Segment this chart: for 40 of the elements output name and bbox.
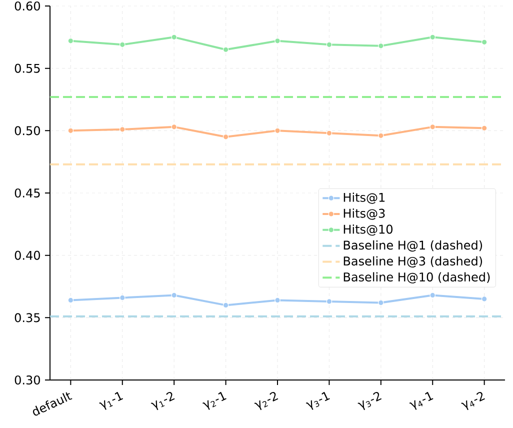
x-tick-label: γ$_{4}$-2	[461, 392, 485, 410]
point	[378, 132, 384, 139]
legend-label: Hits@1	[344, 192, 385, 204]
x-tick-label: γ$_{2}$-1	[202, 392, 226, 410]
y-tick-label: 0.35	[14, 313, 40, 322]
legend-label: Hits@3	[344, 208, 385, 220]
point	[119, 126, 126, 132]
point	[378, 42, 384, 49]
point	[222, 302, 229, 308]
y-tick-label: 0.55	[14, 64, 40, 73]
legend-label: Baseline H@1 (dashed)	[344, 240, 482, 252]
point	[222, 134, 229, 140]
y-tick-label: 0.45	[14, 188, 40, 198]
point	[68, 128, 74, 134]
point	[481, 296, 488, 302]
point	[171, 124, 177, 130]
legend-label: Hits@10	[344, 224, 392, 236]
point	[222, 46, 229, 53]
x-tick-label: γ$_{3}$-2	[358, 392, 382, 410]
y-tick-label: 0.30	[14, 375, 40, 385]
point	[326, 42, 332, 48]
point	[119, 42, 126, 48]
point	[326, 298, 332, 304]
x-tick-label: γ$_{4}$-1	[409, 392, 434, 410]
y-tick-label: 0.50	[14, 126, 40, 136]
x-tick-label: γ$_{2}$-2	[254, 392, 278, 410]
point	[430, 124, 436, 130]
x-tick-label: γ$_{3}$-1	[306, 392, 330, 410]
point	[274, 128, 280, 134]
x-tick-label: γ$_{1}$-2	[150, 392, 175, 410]
legend-label: Baseline H@10 (dashed)	[344, 272, 490, 284]
point	[378, 300, 384, 306]
y-tick-label: 0.60	[14, 1, 40, 11]
legend-label: Baseline H@3 (dashed)	[344, 256, 482, 268]
y-tick-label: 0.40	[14, 250, 40, 260]
point	[481, 125, 488, 132]
point	[274, 38, 280, 44]
point	[68, 38, 74, 44]
x-tick-label: γ$_{1}$-1	[99, 392, 124, 410]
point	[119, 294, 126, 301]
